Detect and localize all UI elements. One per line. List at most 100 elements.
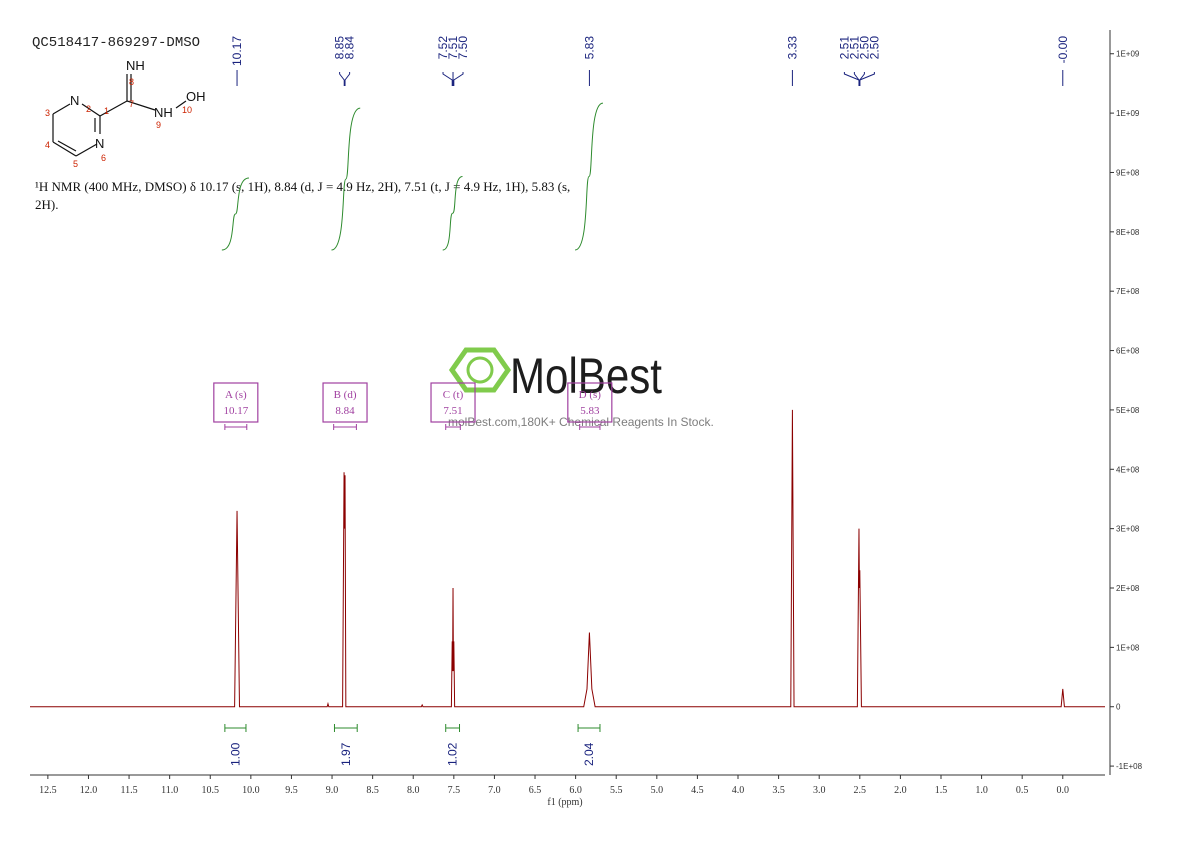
peak-pick-line: [339, 72, 345, 86]
peak-pick-line: [843, 72, 860, 86]
x-tick-label: 5.0: [651, 785, 664, 796]
atom-number: 4: [45, 140, 50, 150]
peak-label: -0.00: [1056, 36, 1070, 64]
x-tick-label: 3.0: [813, 785, 826, 796]
peak-label: 7.52: [436, 36, 450, 60]
y-tick-label: 2E+08: [1116, 584, 1140, 593]
nmr-description: ¹H NMR (400 MHz, DMSO) δ 10.17 (s, 1H), …: [35, 179, 570, 194]
multiplet-range: [579, 424, 601, 430]
integral-curve: [574, 102, 604, 251]
sample-name: QC518417-869297-DMSO: [32, 35, 200, 51]
atom-labels: NH N N NH OH: [70, 58, 206, 151]
multiplet-shift: 7.51: [443, 405, 462, 417]
x-tick-label: 11.5: [120, 785, 137, 796]
structure: [52, 74, 187, 157]
spectrum-line: [30, 409, 1105, 708]
bond: [99, 100, 128, 117]
multiplet-label: A (s): [225, 389, 247, 401]
x-tick-label: 0.5: [1016, 785, 1029, 796]
x-tick-label: 12.5: [39, 785, 57, 796]
atom-number: 8: [129, 77, 134, 87]
atom-number: 10: [182, 105, 192, 115]
atom-number: 2: [86, 104, 91, 114]
y-tick-label: 8E+08: [1116, 228, 1140, 237]
y-tick-label: 1E+09: [1116, 109, 1140, 118]
integral-label: 2.04: [582, 742, 596, 766]
logo-hexagon: [448, 347, 512, 393]
multiplet-range: [445, 424, 461, 430]
atom-number: 7: [129, 99, 134, 109]
x-tick-label: 8.0: [407, 785, 420, 796]
peak-pick-line: [442, 72, 453, 86]
x-tick-label: 6.5: [529, 785, 542, 796]
x-tick-label: 9.0: [326, 785, 339, 796]
x-tick-label: 10.0: [242, 785, 260, 796]
atom-number: 9: [156, 120, 161, 130]
bond: [57, 140, 77, 152]
integral-curve: [221, 177, 250, 251]
peak-pick-line: [859, 72, 875, 86]
multiplet-range: [224, 424, 248, 430]
x-axis-label: f1 (ppm): [547, 797, 582, 808]
x-tick-label: 1.0: [975, 785, 988, 796]
y-tick-label: 9E+08: [1116, 168, 1140, 177]
y-tick-label: 1E+09: [1116, 50, 1140, 59]
atom-number: 3: [45, 108, 50, 118]
integral-bracket: [577, 724, 601, 732]
x-tick-label: 3.5: [772, 785, 785, 796]
peak-label: 7.50: [456, 36, 470, 60]
x-tick-label: 11.0: [161, 785, 178, 796]
x-tick-label: 9.5: [285, 785, 298, 796]
peak-pick-line: [853, 72, 860, 86]
x-tick-label: 6.0: [569, 785, 582, 796]
bond: [81, 103, 101, 117]
x-tick-label: 4.5: [691, 785, 704, 796]
x-tick-label: 1.5: [935, 785, 948, 796]
x-tick-label: 7.5: [448, 785, 461, 796]
bond: [52, 103, 71, 115]
x-tick-label: 2.5: [854, 785, 867, 796]
atom-number: 6: [101, 153, 106, 163]
y-tick-label: 3E+08: [1116, 525, 1140, 534]
integral-curve: [442, 176, 463, 251]
peak-label: 5.83: [582, 36, 596, 60]
atom: NH: [126, 58, 145, 73]
multiplet-label: C (t): [443, 389, 464, 401]
bond: [126, 100, 156, 111]
peak-label: 7.51: [446, 36, 460, 60]
y-tick-label: 4E+08: [1116, 465, 1140, 474]
logo-circle: [466, 356, 494, 384]
multiplet-label: D (s): [579, 389, 602, 401]
atom-number: 5: [73, 159, 78, 169]
peak-pick-line: [453, 72, 464, 86]
peak-label: 8.84: [343, 36, 357, 60]
integral-label: 1.02: [446, 742, 460, 766]
peak-label: 2.50: [857, 36, 871, 60]
integral-bracket: [445, 724, 461, 732]
atom: OH: [186, 89, 206, 104]
atom: NH: [154, 105, 173, 120]
multiplet-box: [567, 382, 613, 423]
peak-label: 3.33: [785, 36, 799, 60]
peak-label: 2.51: [847, 36, 861, 60]
peak-label: 8.85: [333, 36, 347, 60]
nmr-description: 2H).: [35, 197, 58, 212]
peak-pick-line: [344, 72, 351, 86]
multiplet-box: [430, 382, 476, 423]
y-tick-label: -1E+08: [1116, 762, 1143, 771]
y-tick-label: 6E+08: [1116, 347, 1140, 356]
integral-label: 1.97: [339, 742, 353, 766]
multiplet-shift: 10.17: [223, 405, 248, 417]
atom-number: 1: [104, 106, 109, 116]
x-tick-label: 8.5: [366, 785, 379, 796]
x-tick-label: 0.0: [1057, 785, 1070, 796]
x-tick-label: 7.0: [488, 785, 501, 796]
integral-curve: [331, 107, 361, 251]
multiplet-shift: 8.84: [335, 405, 355, 417]
atom: N: [95, 136, 104, 151]
logo-text: MolBest: [510, 348, 662, 404]
multiplet-range: [333, 424, 357, 430]
y-tick-label: 1E+08: [1116, 643, 1140, 652]
integral-bracket: [333, 724, 358, 732]
